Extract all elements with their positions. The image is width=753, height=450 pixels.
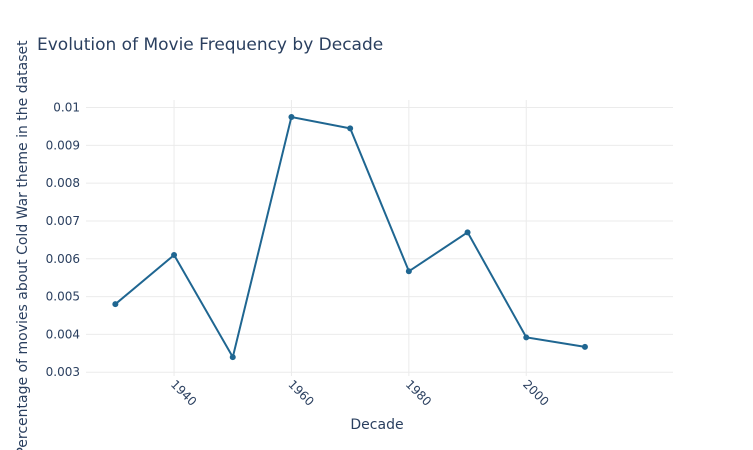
x-axis-ticks: 1940 1960 1980 2000 xyxy=(168,377,552,408)
y-tick-label: 0.008 xyxy=(46,176,80,190)
data-point[interactable] xyxy=(464,229,471,236)
data-point[interactable] xyxy=(288,114,295,121)
y-axis-title: Percentage of movies about Cold War them… xyxy=(15,40,31,450)
data-point[interactable] xyxy=(229,354,236,361)
x-axis-title: Decade xyxy=(350,417,403,433)
y-tick-label: 0.005 xyxy=(46,290,80,304)
y-tick-label: 0.004 xyxy=(46,327,80,341)
x-tick-label: 1940 xyxy=(168,377,199,408)
data-point[interactable] xyxy=(112,301,119,308)
y-tick-label: 0.01 xyxy=(53,101,80,115)
data-point[interactable] xyxy=(405,268,412,275)
y-gridlines xyxy=(86,107,673,373)
y-tick-label: 0.003 xyxy=(46,365,80,379)
x-tick-label: 2000 xyxy=(520,377,551,408)
x-tick-label: 1980 xyxy=(403,377,434,408)
y-tick-label: 0.007 xyxy=(46,214,80,228)
y-tick-label: 0.006 xyxy=(46,252,80,266)
series-line xyxy=(114,115,586,360)
data-point[interactable] xyxy=(347,125,354,132)
y-tick-label: 0.009 xyxy=(46,138,80,152)
data-point[interactable] xyxy=(523,334,530,341)
data-point[interactable] xyxy=(581,343,588,350)
series-group xyxy=(112,114,588,361)
x-tick-label: 1960 xyxy=(285,377,316,408)
y-axis-ticks: 0.003 0.004 0.005 0.006 0.007 0.008 0.009 0.01 xyxy=(46,101,80,380)
x-gridlines xyxy=(173,100,527,376)
chart-title: Evolution of Movie Frequency by Decade xyxy=(37,35,383,55)
data-point[interactable] xyxy=(171,252,178,259)
